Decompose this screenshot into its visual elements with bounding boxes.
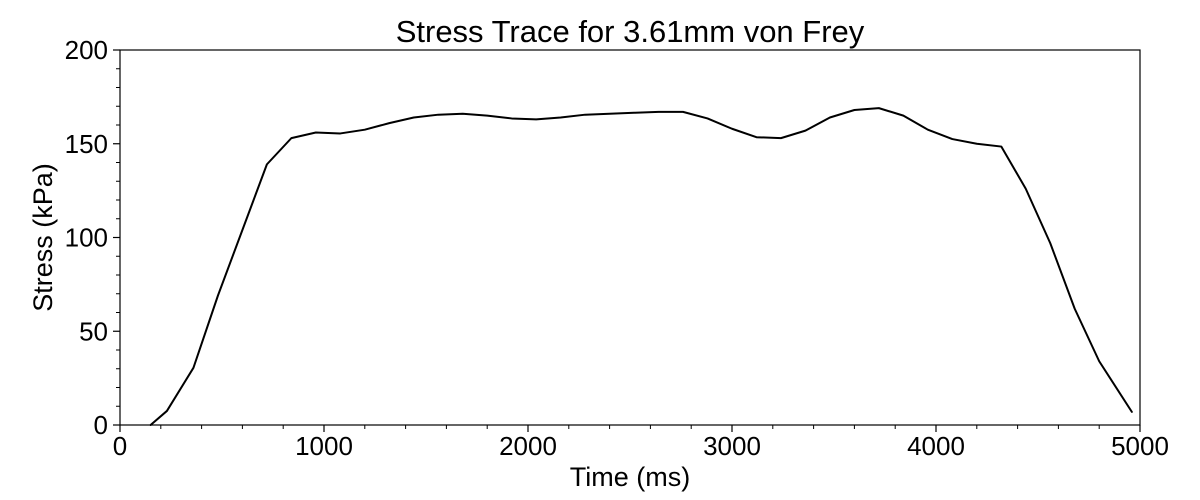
y-tick-label: 200 (65, 35, 108, 65)
major-ticks (113, 49, 1141, 432)
chart-title: Stress Trace for 3.61mm von Frey (396, 14, 865, 49)
x-tick-label: 3000 (703, 431, 761, 461)
y-tick-label: 0 (94, 410, 108, 440)
x-axis-label: Time (ms) (570, 462, 690, 492)
x-tick-label: 2000 (499, 431, 557, 461)
plot-frame (119, 49, 1141, 426)
y-tick-label: 150 (65, 129, 108, 159)
x-tick-label: 5000 (1111, 431, 1169, 461)
minor-ticks (116, 68, 1100, 429)
series-line (149, 107, 1133, 426)
tick-labels: 0 1000 2000 3000 4000 5000 0 50 100 150 200 (65, 35, 1169, 461)
x-tick-label: 1000 (295, 431, 353, 461)
x-tick-label: 4000 (907, 431, 965, 461)
y-tick-label: 50 (79, 316, 108, 346)
y-axis-label: Stress (kPa) (28, 163, 58, 312)
x-tick-label: 0 (113, 431, 127, 461)
y-tick-label: 100 (65, 223, 108, 253)
